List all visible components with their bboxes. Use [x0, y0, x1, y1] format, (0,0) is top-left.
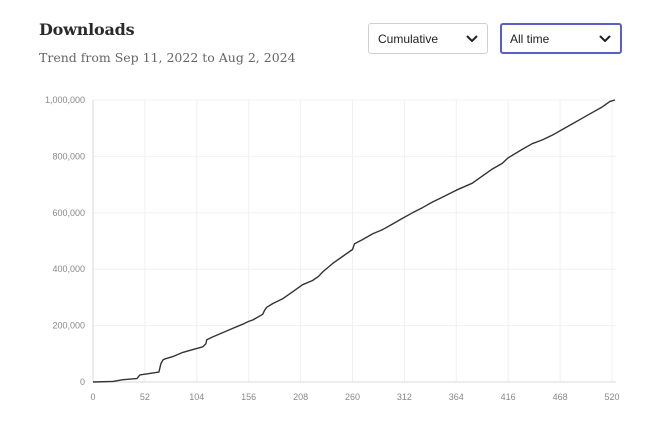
range-select-value: All time	[510, 31, 550, 46]
date-range-subtitle: Trend from Sep 11, 2022 to Aug 2, 2024	[39, 50, 296, 65]
time-range-select[interactable]: All time	[500, 23, 622, 54]
y-tick-label: 800,000	[52, 151, 85, 161]
x-tick-label: 364	[449, 392, 464, 402]
y-tick-label: 1,000,000	[45, 95, 85, 105]
cumulative-mode-select[interactable]: Cumulative	[368, 23, 488, 54]
x-tick-label: 312	[397, 392, 412, 402]
y-tick-label: 200,000	[52, 321, 85, 331]
x-tick-label: 520	[604, 392, 619, 402]
y-tick-label: 600,000	[52, 208, 85, 218]
x-tick-label: 156	[241, 392, 256, 402]
y-tick-label: 0	[80, 377, 85, 387]
x-tick-label: 104	[189, 392, 204, 402]
y-tick-label: 400,000	[52, 264, 85, 274]
x-tick-label: 52	[140, 392, 150, 402]
chart-series	[92, 99, 616, 383]
x-tick-label: 416	[501, 392, 516, 402]
x-tick-label: 260	[345, 392, 360, 402]
x-tick-label: 208	[293, 392, 308, 402]
chevron-down-icon	[466, 35, 478, 42]
chart-grid	[93, 99, 616, 382]
page-title: Downloads	[39, 20, 135, 39]
downloads-series-line	[92, 99, 616, 383]
chart-axes: 0 200,000 400,000 600,000 800,000 1,000,000 0 5…	[45, 95, 620, 402]
x-tick-label: 468	[553, 392, 568, 402]
mode-select-value: Cumulative	[378, 31, 439, 46]
chevron-down-icon	[599, 35, 611, 42]
x-tick-label: 0	[90, 392, 95, 402]
